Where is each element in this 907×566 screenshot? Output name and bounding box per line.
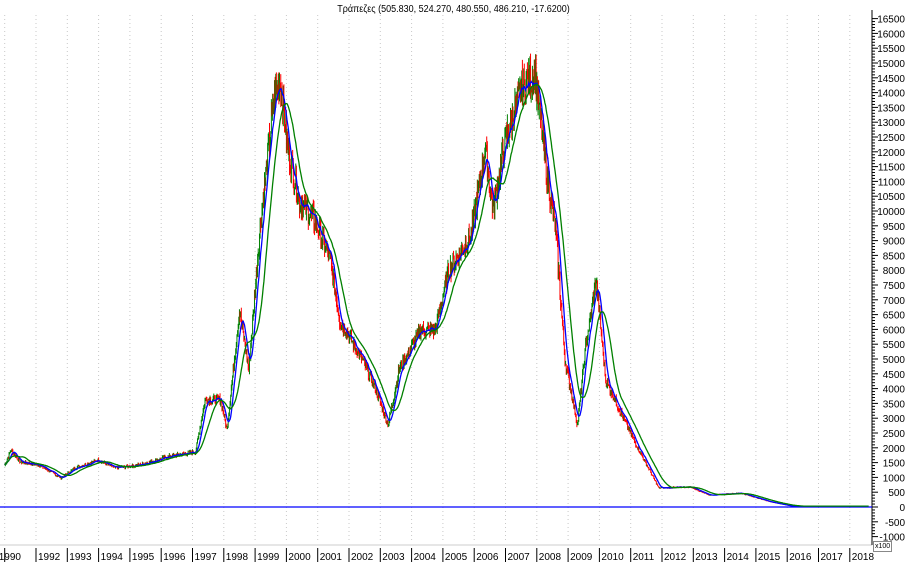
y-tick-label: 10000 [877,207,905,218]
y-tick-label: 15500 [877,44,905,55]
y-tick-label: 8500 [883,251,906,262]
x-tick-label: 2010 [601,552,624,563]
y-tick-label: 1000 [883,473,906,484]
y-tick-label: 500 [888,488,905,499]
y-tick-label: 16000 [877,29,905,40]
x-tick-label: 2014 [727,552,750,563]
y-tick-label: 14000 [877,89,905,100]
y-tick-label: 6500 [883,311,906,322]
y-tick-label: 4000 [883,385,906,396]
long-moving-average-line [4,83,869,507]
y-tick-label: 16500 [877,15,905,26]
x-tick-label: 1997 [195,552,218,563]
x-tick-label: 2007 [508,552,531,563]
y-tick-label: 2000 [883,444,906,455]
y-tick-label: 12000 [877,148,905,159]
x-tick-label: 1992 [38,552,61,563]
y-tick-label: 1500 [883,459,906,470]
y-tick-label: 2500 [883,429,906,440]
x-tick-label: 1994 [101,552,124,563]
y-tick-label: 14500 [877,74,905,85]
x-tick-label: 2001 [320,552,343,563]
y-tick-label: 5000 [883,355,906,366]
x-tick-label: 2016 [789,552,812,563]
y-tick-label: -1000 [879,533,905,544]
short-moving-average-line [4,80,869,507]
chart-title: Τράπεζες (505.830, 524.270, 480.550, 486… [337,4,570,15]
x-tick-label: 2003 [382,552,405,563]
x-tick-label: 2009 [570,552,593,563]
y-tick-label: 13500 [877,103,905,114]
y-tick-label: 10500 [877,192,905,203]
y-tick-label: 15000 [877,59,905,70]
y-tick-label: 11500 [878,163,906,174]
x-tick-label: 1996 [163,552,186,563]
y-tick-label: 12500 [877,133,905,144]
x-tick-label: 2008 [539,552,562,563]
x-tick-label: 2013 [695,552,718,563]
y-tick-label: 8000 [883,266,906,277]
y-tick-label: 3500 [883,399,906,410]
y-tick-label: 5500 [883,340,906,351]
y-unit-label: x100 [873,541,893,552]
x-tick-label: 2012 [664,552,687,563]
x-tick-label: 2004 [414,552,437,563]
x-tick-label: 2015 [758,552,781,563]
y-tick-label: 0 [899,503,905,514]
x-tick-label: 2006 [476,552,499,563]
y-tick-label: -500 [885,518,905,529]
y-tick-label: 4500 [883,370,906,381]
y-tick-label: 13000 [877,118,905,129]
x-tick-label: 1999 [257,552,280,563]
y-tick-label: 9500 [883,222,906,233]
y-tick-label: 3000 [883,414,906,425]
y-tick-label: 6000 [883,325,906,336]
y-tick-label: 11000 [878,177,906,188]
x-tick-label: 1990 [0,552,21,563]
x-tick-label: 1995 [132,552,155,563]
y-tick-label: 7500 [883,281,906,292]
x-tick-label: 2017 [821,552,844,563]
x-tick-label: 1993 [69,552,92,563]
x-tick-label: 2000 [288,552,311,563]
y-tick-label: 7000 [883,296,906,307]
x-tick-label: 2011 [633,552,655,563]
x-tick-label: 1998 [226,552,249,563]
y-tick-label: 9000 [883,237,906,248]
x-tick-label: 2018 [852,552,875,563]
x-tick-label: 2005 [445,552,468,563]
x-tick-label: 2002 [351,552,374,563]
